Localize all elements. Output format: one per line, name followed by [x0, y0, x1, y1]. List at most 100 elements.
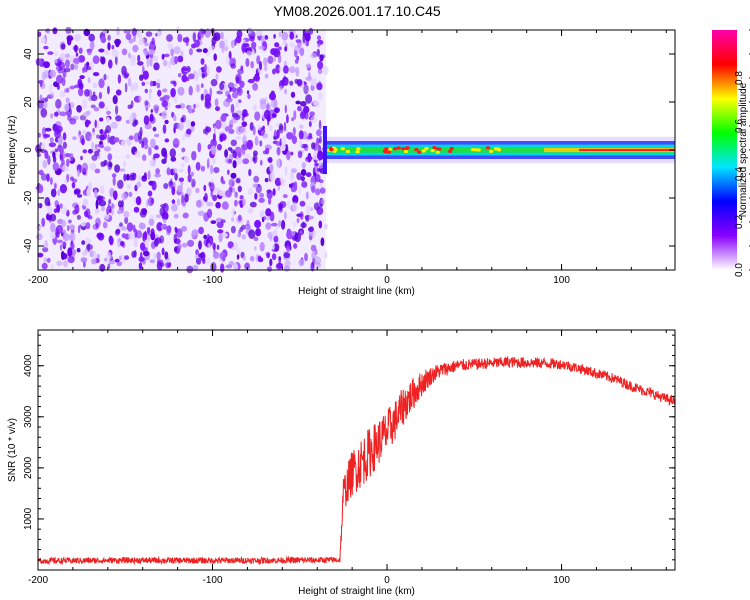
noise-speckle: [191, 178, 196, 188]
noise-speckle: [166, 167, 171, 176]
noise-speckle: [107, 85, 110, 95]
noise-speckle: [218, 190, 226, 197]
noise-speckle: [135, 196, 142, 206]
noise-speckle: [94, 188, 98, 198]
noise-speckle: [206, 202, 214, 207]
noise-speckle: [49, 69, 56, 78]
noise-speckle: [150, 109, 153, 113]
noise-speckle: [217, 229, 224, 234]
y-tick-label: -20: [23, 190, 34, 205]
noise-speckle: [251, 182, 259, 189]
noise-speckle: [146, 226, 151, 235]
noise-speckle: [276, 146, 281, 156]
noise-speckle: [258, 197, 265, 203]
noise-speckle: [257, 255, 262, 262]
noise-speckle: [294, 59, 299, 64]
noise-speckle: [107, 160, 113, 171]
noise-speckle: [85, 222, 91, 230]
noise-speckle: [55, 124, 60, 135]
noise-speckle: [206, 158, 210, 168]
noise-speckle: [272, 244, 275, 251]
noise-speckle: [297, 151, 303, 159]
noise-speckle: [316, 48, 320, 58]
noise-speckle: [234, 82, 238, 88]
noise-speckle: [66, 87, 70, 93]
noise-speckle: [41, 71, 47, 81]
noise-speckle: [284, 259, 291, 267]
noise-speckle: [65, 59, 70, 68]
noise-speckle: [318, 161, 324, 169]
noise-speckle: [242, 198, 246, 206]
noise-speckle: [139, 251, 143, 262]
spectrogram-y-axis-label: Frequency (Hz): [7, 116, 18, 185]
noise-speckle: [141, 140, 145, 148]
noise-speckle: [277, 54, 282, 64]
noise-speckle: [286, 199, 290, 209]
band-hotspot: [449, 146, 454, 151]
noise-speckle: [70, 63, 75, 70]
colorbar-tick-label: 0.0: [734, 263, 745, 277]
noise-speckle: [282, 194, 288, 199]
noise-speckle: [272, 188, 276, 196]
noise-speckle: [272, 68, 276, 75]
noise-speckle: [204, 93, 212, 104]
noise-speckle: [237, 185, 242, 193]
noise-speckle: [150, 138, 156, 149]
noise-speckle: [150, 228, 155, 238]
noise-speckle: [242, 135, 247, 145]
noise-speckle: [234, 241, 238, 251]
noise-speckle: [57, 189, 60, 197]
noise-speckle: [245, 58, 250, 67]
noise-speckle: [272, 229, 278, 237]
noise-speckle: [269, 164, 274, 172]
noise-speckle: [57, 69, 64, 74]
noise-speckle: [316, 129, 322, 137]
noise-speckle: [209, 182, 215, 192]
noise-speckle: [162, 226, 170, 230]
noise-speckle: [106, 116, 110, 123]
noise-speckle: [316, 256, 321, 263]
noise-speckle: [71, 242, 75, 250]
noise-speckle: [203, 63, 207, 72]
band-hotspot: [332, 149, 337, 153]
noise-speckle: [164, 119, 169, 125]
noise-speckle: [37, 184, 44, 194]
noise-speckle: [49, 83, 53, 93]
x-tick-label: -200: [28, 575, 48, 586]
colorbar-tick-label: 0.2: [734, 215, 745, 229]
noise-speckle: [129, 55, 136, 62]
noise-speckle: [106, 110, 111, 115]
noise-speckle: [52, 27, 58, 35]
noise-speckle: [47, 206, 53, 216]
noise-speckle: [82, 250, 86, 257]
noise-speckle: [112, 176, 116, 186]
noise-speckle: [171, 199, 176, 205]
noise-speckle: [124, 255, 130, 260]
noise-speckle: [308, 231, 314, 237]
band-hotspot: [355, 150, 360, 154]
noise-speckle: [192, 32, 196, 42]
noise-speckle: [212, 35, 218, 41]
noise-speckle: [86, 188, 91, 197]
noise-speckle: [128, 174, 135, 181]
noise-speckle: [126, 184, 131, 190]
noise-speckle: [291, 230, 296, 237]
noise-speckle: [304, 252, 308, 262]
noise-speckle: [195, 249, 200, 255]
noise-speckle: [212, 194, 218, 202]
noise-speckle: [80, 222, 86, 227]
noise-speckle: [314, 162, 319, 167]
noise-speckle: [236, 254, 240, 260]
noise-speckle: [46, 257, 51, 263]
noise-speckle: [301, 181, 308, 188]
noise-speckle: [273, 98, 278, 109]
band-hotspot: [435, 150, 440, 154]
noise-speckle: [142, 70, 149, 80]
noise-speckle: [43, 45, 49, 50]
noise-speckle: [131, 250, 136, 258]
snr-series-line: [37, 355, 676, 566]
noise-speckle: [286, 245, 291, 253]
noise-speckle: [143, 143, 149, 150]
noise-speckle: [77, 224, 81, 234]
noise-speckle: [235, 35, 242, 44]
